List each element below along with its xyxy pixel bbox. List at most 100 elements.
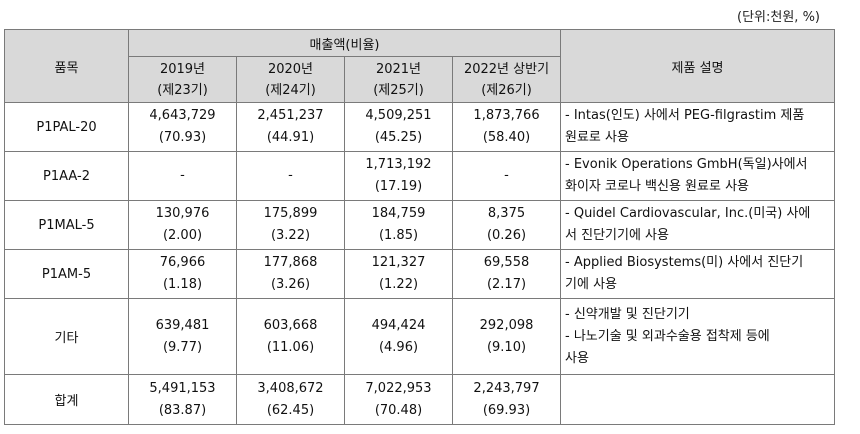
item-name: P1AA-2 [4, 151, 129, 201]
ratio: (58.40) [482, 130, 531, 145]
desc-line: - Quidel Cardiovascular, Inc.(미국) 사에 [565, 206, 811, 221]
ratio: (1.85) [378, 228, 419, 243]
ratio: (62.45) [266, 402, 315, 418]
ratio: (83.87) [158, 402, 207, 418]
sales-cell: 7,022,953 (70.48) [344, 374, 453, 425]
desc-line: 원료로 사용 [565, 130, 629, 145]
sales-cell: 1,713,192 (17.19) [344, 151, 453, 201]
amount: 4,509,251 [365, 108, 432, 123]
sales-cell: - [451, 151, 562, 201]
table-row: P1AM-5 76,966 (1.18) 177,868 (3.26) 121,32… [4, 249, 836, 299]
desc-line: - Applied Biosystems(미) 사에서 진단기 [565, 255, 804, 270]
ratio: (4.96) [378, 339, 419, 355]
description-cell: - 신약개발 및 진단기기 - 나노기술 및 외과수술용 접착제 등에 사용 [560, 298, 836, 375]
table-row: 기타 639,481 (9.77) 603,668 (11.06) 494,424 (… [4, 298, 836, 375]
desc-line: 서 진단기기에 사용 [565, 228, 669, 243]
amount: 130,976 [155, 206, 210, 221]
amount: 4,643,729 [149, 108, 216, 123]
amount: 121,327 [371, 255, 426, 270]
sales-cell: 603,668 (11.06) [236, 298, 345, 375]
ratio: (1.18) [162, 277, 203, 292]
header-period-2020: 2020년 (제24기) [236, 56, 345, 103]
desc-line: 기에 사용 [565, 277, 617, 292]
sales-cell: 292,098 (9.10) [451, 298, 562, 375]
ratio: (9.77) [162, 339, 203, 355]
desc-line: 사용 [565, 350, 589, 366]
amount: 7,022,953 [365, 380, 432, 396]
amount: 639,481 [155, 317, 210, 333]
amount: 2,451,237 [257, 108, 324, 123]
period-term: (제23기) [157, 82, 208, 98]
sales-cell: 69,558 (2.17) [451, 249, 562, 299]
ratio: (1.22) [378, 277, 419, 292]
amount: - [180, 168, 185, 183]
period-year: 2022년 상반기 [463, 61, 550, 77]
item-name: P1AM-5 [4, 249, 129, 299]
amount: 603,668 [263, 317, 318, 333]
ratio: (2.17) [486, 277, 527, 292]
ratio: (45.25) [374, 130, 423, 145]
amount: 177,868 [263, 255, 318, 270]
desc-line: - 나노기술 및 외과수술용 접착제 등에 [565, 328, 770, 344]
total-row: 합계 5,491,153 (83.87) 3,408,672 (62.45) 7,0… [4, 374, 836, 425]
sales-cell: 1,873,766 (58.40) [451, 102, 562, 152]
period-year: 2021년 [375, 61, 422, 77]
sales-cell: 2,243,797 (69.93) [451, 374, 562, 425]
sales-cell: 3,408,672 (62.45) [236, 374, 345, 425]
sales-table: 품목 매출액(비율) 제품 설명 2019년 (제23기) 2020년 (제24… [4, 29, 836, 425]
amount: - [288, 168, 293, 183]
amount: 1,713,192 [365, 157, 432, 172]
amount: 184,759 [371, 206, 426, 221]
amount: 3,408,672 [257, 380, 324, 396]
amount: 2,243,797 [473, 380, 540, 396]
sales-cell: 130,976 (2.00) [128, 200, 237, 250]
sales-cell: 2,451,237 (44.91) [236, 102, 345, 152]
sales-cell: 121,327 (1.22) [344, 249, 453, 299]
header-description: 제품 설명 [560, 29, 836, 103]
amount: 5,491,153 [149, 380, 216, 396]
ratio: (0.26) [486, 228, 527, 243]
item-name: P1PAL-20 [4, 102, 129, 152]
amount: 292,098 [479, 317, 534, 333]
ratio: (70.48) [374, 402, 423, 418]
sales-cell: 76,966 (1.18) [128, 249, 237, 299]
sales-cell: 8,375 (0.26) [451, 200, 562, 250]
period-year: 2019년 [159, 61, 206, 77]
amount: 494,424 [371, 317, 426, 333]
sales-cell: - [236, 151, 345, 201]
ratio: (3.22) [270, 228, 311, 243]
ratio: (11.06) [266, 339, 315, 355]
ratio: (44.91) [266, 130, 315, 145]
desc-line: 화이자 코로나 백신용 원료로 사용 [565, 179, 749, 194]
description-cell [560, 374, 836, 425]
ratio: (2.00) [162, 228, 203, 243]
description-cell: - Intas(인도) 사에서 PEG-filgrastim 제품 원료로 사용 [560, 102, 836, 152]
description-cell: - Evonik Operations GmbH(독일)사에서 화이자 코로나 백… [560, 151, 836, 201]
amount: 8,375 [487, 206, 526, 221]
table-row: P1MAL-5 130,976 (2.00) 175,899 (3.22) 184,… [4, 200, 836, 250]
amount: - [504, 168, 509, 183]
sales-cell: - [128, 151, 237, 201]
amount: 69,558 [483, 255, 530, 270]
ratio: (17.19) [374, 179, 423, 194]
unit-note: (단위:천원, %) [737, 10, 820, 25]
period-term: (제25기) [373, 82, 424, 98]
period-term: (제24기) [265, 82, 316, 98]
sales-cell: 5,491,153 (83.87) [128, 374, 237, 425]
header-period-2021: 2021년 (제25기) [344, 56, 453, 103]
header-period-2022h1: 2022년 상반기 (제26기) [451, 56, 562, 103]
header-item: 품목 [4, 29, 129, 103]
header-row-periods: 2019년 (제23기) 2020년 (제24기) 2021년 (제25기) 2… [5, 56, 835, 103]
header-sales: 매출액(비율) [127, 29, 562, 57]
sales-cell: 177,868 (3.26) [236, 249, 345, 299]
table-row: P1AA-2 - - 1,713,192 (17.19) - - Evonik O… [4, 151, 836, 201]
period-term: (제26기) [481, 82, 532, 98]
sales-cell: 494,424 (4.96) [344, 298, 453, 375]
item-name: 기타 [4, 298, 129, 375]
table-row: P1PAL-20 4,643,729 (70.93) 2,451,237 (44.9… [4, 102, 836, 152]
sales-cell: 4,643,729 (70.93) [128, 102, 237, 152]
sales-cell: 184,759 (1.85) [344, 200, 453, 250]
ratio: (69.93) [482, 402, 531, 418]
